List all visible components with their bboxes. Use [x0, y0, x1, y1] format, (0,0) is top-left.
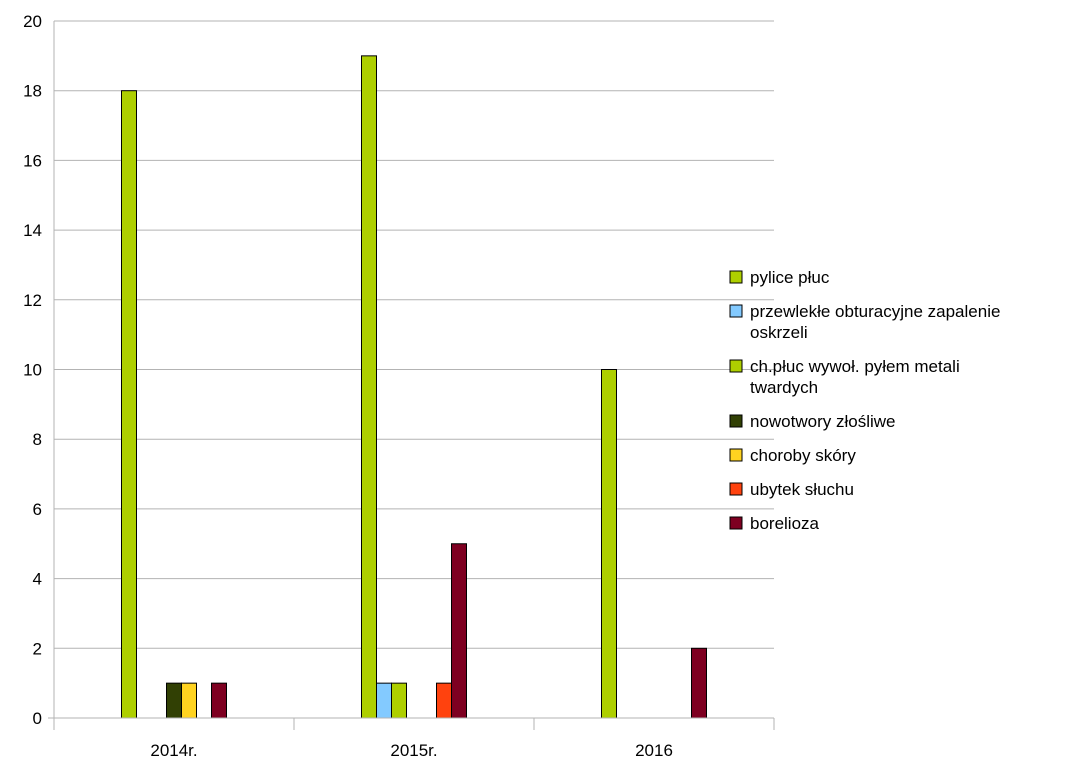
legend-swatch	[729, 448, 743, 462]
legend: pylice płuc przewlekłe obturacyjne zapale…	[729, 268, 1000, 533]
legend-item: borelioza	[729, 514, 820, 533]
bar	[601, 369, 617, 719]
x-tick-label: 2014r.	[150, 741, 197, 758]
legend-swatch	[729, 359, 743, 373]
legend-item: choroby skóry	[729, 446, 856, 465]
grid-lines	[54, 20, 774, 719]
x-tick-label: 2015r.	[390, 741, 437, 758]
y-tick-label: 0	[33, 709, 42, 728]
bar	[391, 682, 407, 719]
legend-item: nowotwory złośliwe	[729, 412, 896, 431]
axes	[48, 21, 775, 730]
bar	[436, 682, 452, 719]
legend-label: ch.płuc wywoł. pyłem metali	[750, 357, 960, 376]
legend-swatch	[729, 516, 743, 530]
tick-labels: 0 2 4 6 8 10 12 14 16 18 20 2014r. 2015r. 2016	[23, 12, 673, 758]
bar	[121, 90, 137, 719]
y-tick-label: 16	[23, 151, 42, 170]
legend-swatch	[729, 304, 743, 318]
legend-item: przewlekłe obturacyjne zapalenie oskrzeli	[729, 302, 1000, 342]
y-tick-label: 20	[23, 12, 42, 31]
bar	[376, 682, 392, 719]
bar	[166, 682, 182, 719]
legend-label: nowotwory złośliwe	[750, 412, 896, 431]
y-tick-label: 18	[23, 82, 42, 101]
legend-item: ubytek słuchu	[729, 480, 854, 499]
x-tick-label: 2016	[635, 741, 673, 758]
legend-label: ubytek słuchu	[750, 480, 854, 499]
legend-label: pylice płuc	[750, 268, 830, 287]
bar	[691, 647, 707, 719]
legend-label: choroby skóry	[750, 446, 856, 465]
bars	[121, 55, 707, 719]
legend-swatch	[729, 270, 743, 284]
legend-label: borelioza	[750, 514, 820, 533]
y-tick-label: 4	[33, 570, 42, 589]
legend-item: pylice płuc	[729, 268, 830, 287]
legend-label: przewlekłe obturacyjne zapalenie	[750, 302, 1000, 321]
bar	[181, 682, 197, 719]
y-tick-label: 6	[33, 500, 42, 519]
y-tick-label: 14	[23, 221, 42, 240]
y-tick-label: 12	[23, 291, 42, 310]
bar	[451, 543, 467, 719]
legend-swatch	[729, 482, 743, 496]
bar	[211, 682, 227, 719]
y-tick-label: 8	[33, 430, 42, 449]
bar	[361, 55, 377, 719]
legend-label: twardych	[750, 378, 818, 397]
legend-label: oskrzeli	[750, 323, 808, 342]
legend-item: ch.płuc wywoł. pyłem metali twardych	[729, 357, 960, 397]
legend-swatch	[729, 414, 743, 428]
y-tick-label: 2	[33, 639, 42, 658]
y-tick-label: 10	[23, 361, 42, 380]
